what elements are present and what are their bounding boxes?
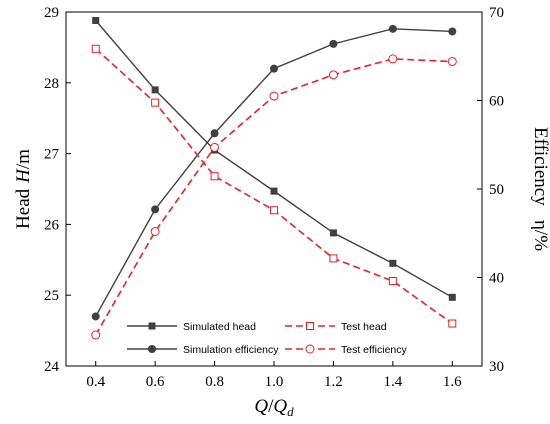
left-y-tick-label: 27 — [44, 147, 60, 163]
legend-label-simulated-head: Simulated head — [183, 321, 256, 333]
data-point-test-efficiency — [388, 54, 398, 64]
data-point-test-head — [210, 172, 219, 181]
x-tick-label: 0.8 — [205, 374, 224, 390]
x-tick-label: 1.0 — [265, 374, 284, 390]
left-y-tick-label: 26 — [44, 217, 60, 233]
data-point-test-efficiency — [447, 57, 457, 67]
x-axis-title-subscript: d — [287, 404, 294, 419]
data-point-test-head — [329, 254, 338, 263]
x-axis-title-slash: / — [268, 396, 274, 417]
data-point-simulated-head — [329, 229, 337, 237]
x-tick-label: 1.6 — [443, 374, 462, 390]
right-y-tick-label: 60 — [489, 94, 504, 110]
data-point-test-head — [151, 98, 160, 107]
data-point-simulated-head — [389, 259, 397, 267]
x-tick-label: 0.6 — [146, 374, 165, 390]
legend: Simulated head Test head Simulation effici… — [127, 321, 408, 356]
left-y-tick-label: 25 — [44, 288, 59, 304]
left-y-axis: 24 25 26 27 28 29 — [44, 5, 71, 375]
data-point-test-efficiency — [210, 142, 220, 152]
series-layer — [91, 16, 457, 340]
legend-marker-simulated-head — [148, 322, 156, 330]
data-point-simulation-efficiency — [329, 39, 338, 48]
left-axis-title-text: Head — [13, 188, 34, 229]
left-axis-title-unit: /m — [13, 149, 34, 169]
right-y-tick-label: 50 — [489, 182, 504, 198]
left-y-tick-label: 28 — [44, 76, 59, 92]
x-axis-title-q2: Q — [273, 396, 287, 417]
data-point-test-efficiency — [91, 330, 101, 340]
data-point-test-efficiency — [269, 91, 279, 101]
series-test-efficiency — [91, 54, 457, 340]
legend-marker-test-efficiency — [305, 344, 315, 354]
left-axis-title-symbol: H — [13, 168, 34, 184]
series-test-head — [91, 44, 457, 328]
data-point-simulation-efficiency — [210, 129, 219, 138]
x-tick-label: 1.2 — [324, 374, 343, 390]
data-point-test-head — [448, 319, 457, 328]
data-point-test-efficiency — [150, 226, 160, 236]
data-point-test-head — [91, 44, 100, 53]
left-axis-title: Head H/m — [13, 149, 34, 229]
legend-label-test-efficiency: Test efficiency — [341, 344, 408, 356]
x-axis-title-q: Q — [254, 396, 268, 417]
series-simulation-efficiency — [91, 24, 457, 321]
data-point-test-head — [270, 206, 278, 215]
data-point-simulated-head — [92, 16, 100, 24]
data-point-simulation-efficiency — [91, 312, 100, 321]
data-point-simulation-efficiency — [270, 64, 278, 73]
legend-label-simulation-efficiency: Simulation efficiency — [183, 344, 279, 356]
data-point-simulated-head — [151, 86, 159, 94]
data-point-simulation-efficiency — [151, 205, 160, 214]
data-point-simulation-efficiency — [448, 27, 457, 36]
data-point-test-efficiency — [328, 70, 338, 80]
right-y-tick-label: 70 — [489, 5, 504, 21]
right-axis-title: Efficiency η/% — [530, 127, 550, 251]
x-tick-label: 1.4 — [383, 374, 402, 390]
x-axis: 0.4 0.6 0.8 1.0 1.2 1.4 1.6 — [86, 361, 462, 390]
left-y-tick-label: 24 — [44, 359, 60, 375]
x-tick-label: 0.4 — [86, 374, 105, 390]
legend-marker-simulation-efficiency — [148, 345, 156, 353]
data-point-test-head — [388, 277, 397, 286]
left-y-tick-label: 29 — [44, 5, 59, 21]
right-y-tick-label: 30 — [489, 359, 504, 375]
legend-label-test-head: Test head — [341, 321, 387, 333]
right-y-tick-label: 40 — [489, 271, 504, 287]
x-axis-title: Q/Qd — [254, 396, 294, 419]
data-point-simulated-head — [448, 293, 456, 301]
data-point-simulated-head — [270, 187, 278, 195]
data-point-simulation-efficiency — [388, 24, 397, 33]
right-y-axis: 30 40 50 60 70 — [477, 5, 504, 375]
legend-marker-test-head — [306, 322, 314, 330]
